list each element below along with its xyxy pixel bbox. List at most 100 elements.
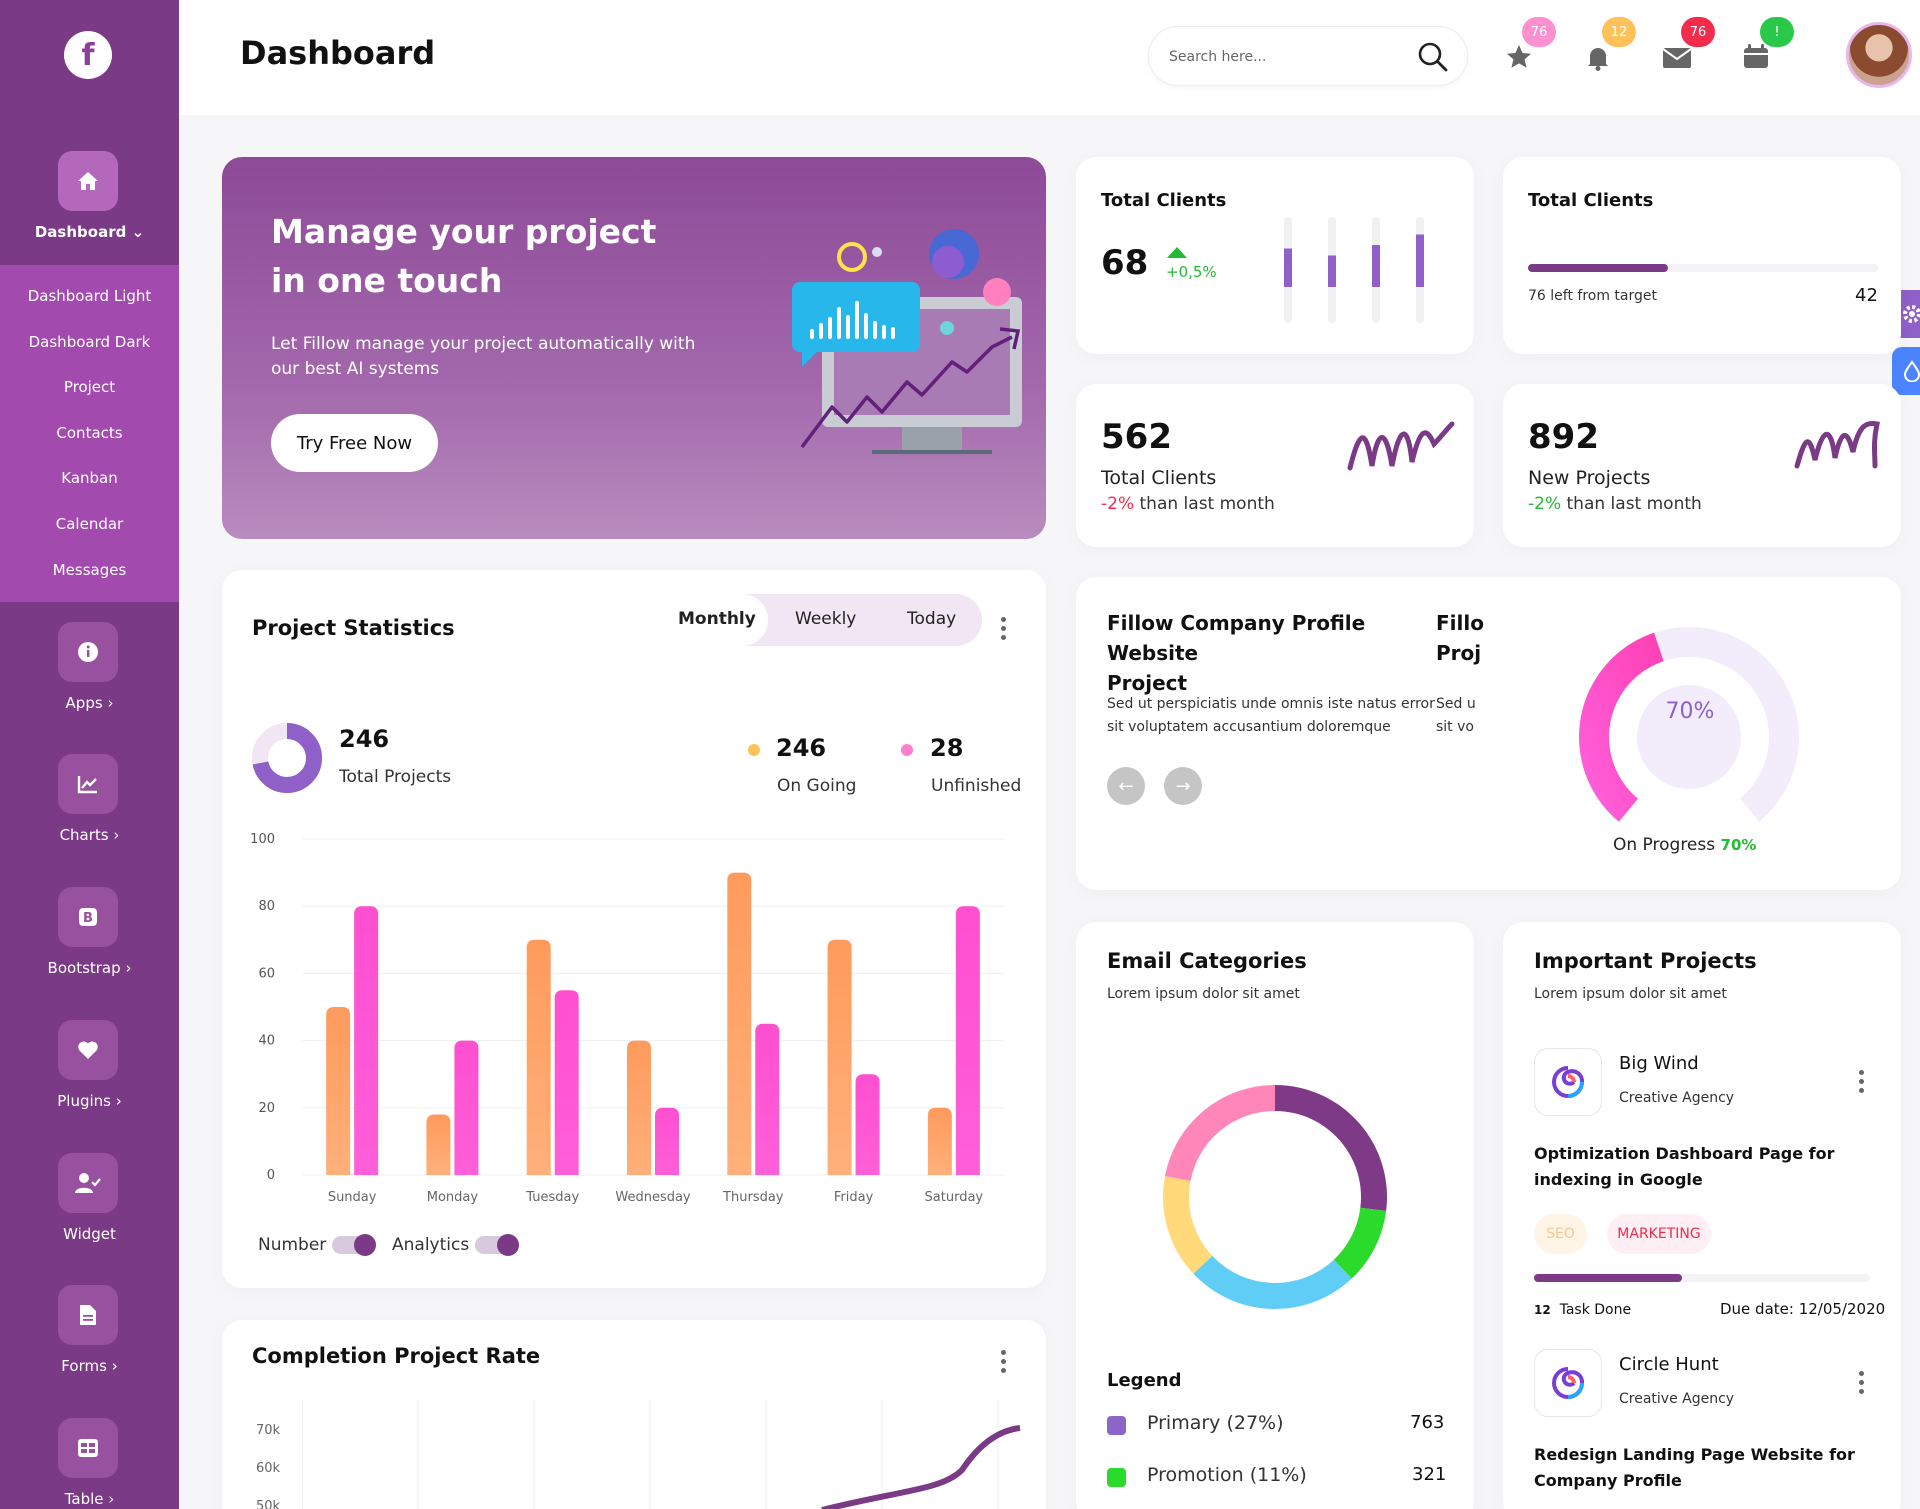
avatar[interactable] — [1846, 22, 1912, 88]
nav-plugins[interactable]: Plugins › — [57, 1092, 122, 1110]
bar-chart-xtick: Tuesday — [525, 1190, 579, 1205]
bar-sunday-series2 — [354, 906, 379, 1175]
bar-wednesday-series1 — [627, 1040, 651, 1175]
bell-icon[interactable] — [1578, 37, 1618, 77]
submenu-calendar[interactable]: Calendar — [55, 515, 124, 533]
profile-title: Fillow Company Profile Website Project — [1107, 608, 1437, 698]
project-stats-title: Project Statistics — [252, 616, 455, 640]
tab-today[interactable]: Today — [907, 609, 957, 629]
theme-drop-icon[interactable] — [1892, 347, 1920, 395]
search-input[interactable] — [1169, 45, 1399, 69]
legend-primary-label: Primary (27%) — [1147, 1412, 1284, 1434]
ongoing-value: 246 — [776, 734, 827, 762]
chevron-right-icon: › — [108, 1490, 115, 1508]
home-icon[interactable] — [58, 151, 118, 211]
tab-monthly[interactable]: Monthly — [678, 609, 756, 629]
chart-icon[interactable] — [58, 754, 118, 814]
submenu-dashboard-dark[interactable]: Dashboard Dark — [28, 333, 151, 351]
projects-title: Important Projects — [1534, 949, 1757, 973]
info-icon[interactable] — [58, 622, 118, 682]
donut-hole — [1229, 1151, 1321, 1243]
bootstrap-icon[interactable]: B — [58, 887, 118, 947]
project1-more-icon[interactable] — [1859, 1070, 1865, 1097]
completion-more-icon[interactable] — [1001, 1350, 1007, 1377]
company-profile-card: Fillow Company Profile Website Project S… — [1076, 577, 1901, 890]
submenu-dashboard-light[interactable]: Dashboard Light — [27, 287, 152, 305]
analytics-toggle-knob — [497, 1234, 519, 1256]
analytics-toggle[interactable] — [475, 1234, 519, 1256]
table-icon[interactable] — [58, 1418, 118, 1478]
messages-badge: 76 — [1681, 17, 1715, 47]
brand-logo[interactable]: f — [64, 31, 112, 79]
nav-table[interactable]: Table › — [64, 1490, 115, 1508]
ongoing-dot — [748, 744, 760, 756]
carousel-prev-arrow-icon[interactable]: ← — [1107, 767, 1145, 805]
chevron-right-icon: › — [125, 959, 132, 977]
next-slide-peek-body: Sed u sit vo — [1436, 693, 1484, 739]
bar-chart-xtick: Saturday — [925, 1190, 984, 1205]
kpi3-sparkline — [1347, 421, 1455, 471]
profile-body-line2: sit voluptatem accusantium doloremque — [1107, 719, 1391, 735]
submenu-project[interactable]: Project — [63, 378, 116, 396]
nav-apps[interactable]: Apps › — [65, 694, 114, 712]
peek-body-line2: sit vo — [1436, 719, 1474, 735]
completion-ytick-60k: 60k — [256, 1461, 281, 1476]
calendar-icon[interactable] — [1736, 37, 1776, 77]
submenu-contacts[interactable]: Contacts — [56, 424, 123, 442]
tag-marketing[interactable]: MARKETING — [1607, 1214, 1711, 1254]
important-projects-card: Important Projects Lorem ipsum dolor sit… — [1503, 922, 1901, 1509]
profile-body-line1: Sed ut perspiciatis unde omnis iste natu… — [1107, 696, 1435, 712]
star-icon[interactable] — [1499, 37, 1539, 77]
submenu-kanban[interactable]: Kanban — [61, 469, 118, 487]
kpi4-value: 892 — [1528, 417, 1599, 457]
total-projects-ring — [252, 723, 322, 793]
bar-saturday-series2 — [955, 906, 980, 1175]
favorites-badge: 76 — [1522, 17, 1556, 47]
bar-tuesday-series1 — [526, 939, 551, 1175]
mail-icon[interactable] — [1657, 37, 1697, 77]
heart-icon[interactable] — [58, 1020, 118, 1080]
search-icon[interactable] — [1417, 41, 1449, 77]
bar-saturday-series1 — [927, 1107, 952, 1175]
kpi4-change-row: -2% than last month — [1528, 494, 1702, 514]
file-icon[interactable] — [58, 1285, 118, 1345]
try-free-now-button[interactable]: Try Free Now — [271, 414, 438, 472]
carousel-next-arrow-icon[interactable]: → — [1164, 767, 1202, 805]
kpi1-change: +0,5% — [1166, 263, 1217, 281]
nav-bootstrap[interactable]: Bootstrap › — [47, 959, 132, 977]
nav-widget[interactable]: Widget — [63, 1225, 116, 1243]
peek-title-line1: Fillo — [1436, 611, 1484, 635]
number-toggle[interactable] — [332, 1234, 376, 1256]
gauge-value: 70% — [1665, 699, 1715, 724]
project1-progress-fill — [1534, 1274, 1682, 1282]
tag-seo[interactable]: SEO — [1534, 1214, 1587, 1254]
kpi3-value: 562 — [1101, 417, 1172, 457]
tab-weekly[interactable]: Weekly — [795, 609, 857, 629]
calendar-badge: ! — [1760, 17, 1794, 47]
total-projects-label: Total Projects — [339, 767, 452, 787]
kpi4-suffix: than last month — [1566, 494, 1702, 514]
svg-text:B: B — [83, 911, 93, 926]
donut-slice-2 — [1333, 1207, 1387, 1279]
progress-gauge — [1579, 627, 1799, 822]
kpi1-bar — [1372, 245, 1380, 287]
project-stats-more-icon[interactable] — [1001, 617, 1007, 644]
nav-charts[interactable]: Charts › — [59, 826, 120, 844]
user-check-icon[interactable] — [58, 1153, 118, 1213]
submenu-messages[interactable]: Messages — [52, 561, 127, 579]
nav-forms[interactable]: Forms › — [61, 1357, 118, 1375]
project2-name[interactable]: Circle Hunt — [1619, 1354, 1719, 1375]
bar-chart-xtick: Thursday — [722, 1190, 784, 1205]
profile-body: Sed ut perspiciatis unde omnis iste natu… — [1107, 693, 1457, 739]
nav-dashboard[interactable]: Dashboard ⌄ — [34, 223, 145, 241]
hero-banner: Manage your project in one touch Let Fil… — [222, 157, 1046, 539]
bar-thursday-series1 — [727, 872, 752, 1175]
kpi1-title: Total Clients — [1101, 190, 1227, 211]
big-wind-logo-icon — [1534, 1048, 1602, 1116]
bar-chart-xtick: Sunday — [328, 1190, 377, 1205]
dashboard-nav-block: Dashboard ⌄ — [0, 118, 179, 265]
project1-name[interactable]: Big Wind — [1619, 1053, 1699, 1074]
hero-headline: Manage your project in one touch — [271, 212, 657, 300]
project2-more-icon[interactable] — [1859, 1371, 1865, 1398]
bar-chart-ytick: 80 — [258, 899, 275, 914]
